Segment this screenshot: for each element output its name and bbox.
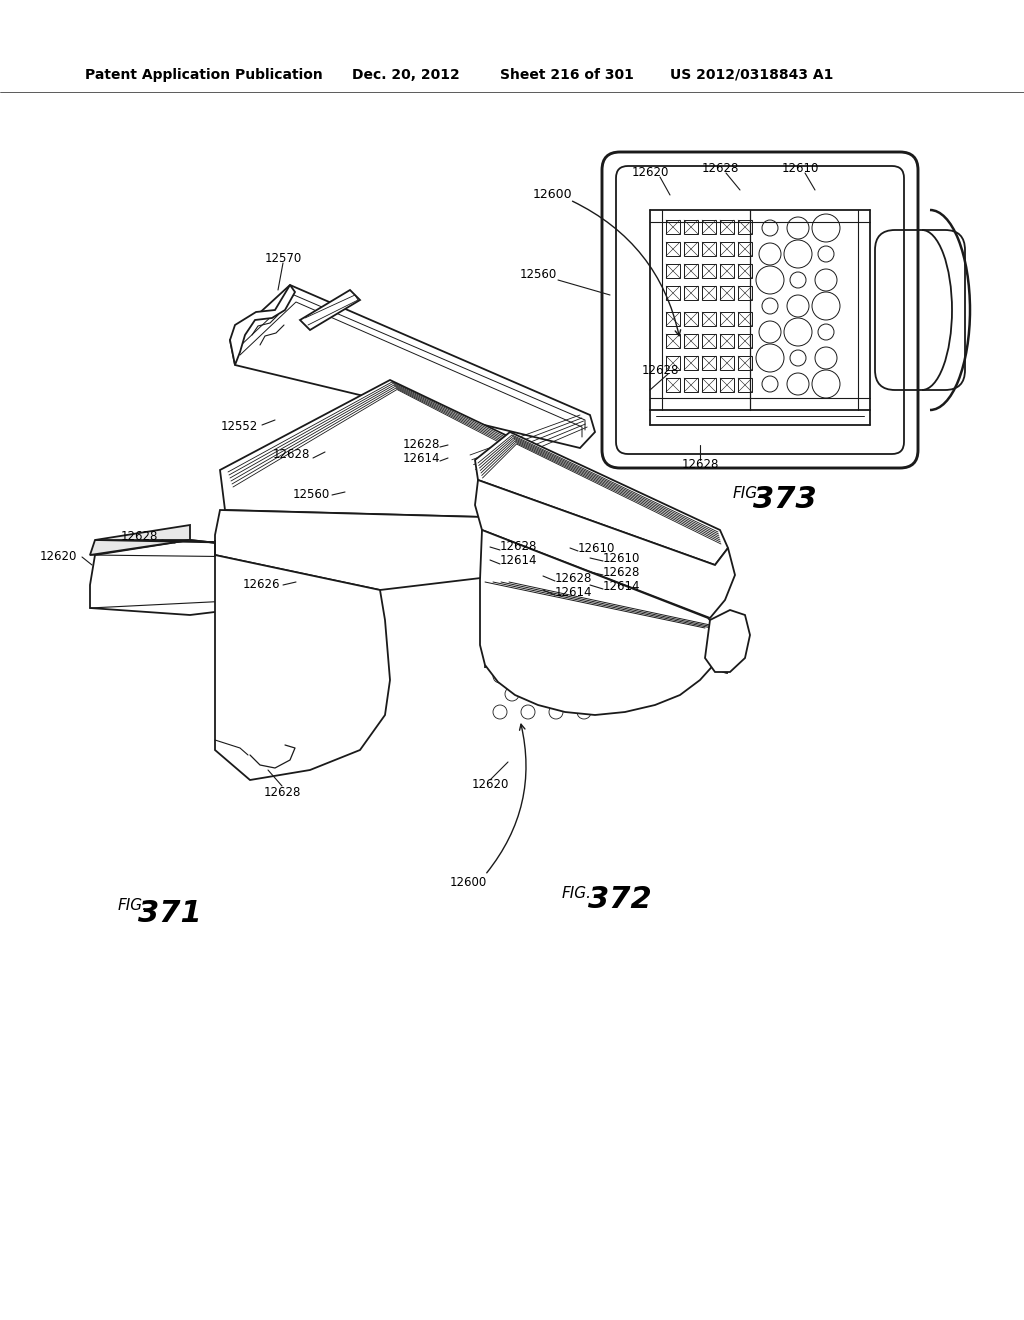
Text: Patent Application Publication: Patent Application Publication	[85, 69, 323, 82]
Bar	[702, 264, 716, 279]
Bar	[702, 312, 716, 326]
Bar	[666, 334, 680, 348]
Polygon shape	[705, 610, 750, 672]
Bar	[684, 220, 698, 234]
Polygon shape	[220, 380, 605, 520]
Text: 12610: 12610	[578, 541, 615, 554]
Bar	[720, 242, 734, 256]
Bar	[738, 356, 752, 370]
Bar	[666, 220, 680, 234]
Polygon shape	[480, 531, 720, 715]
Text: 12628: 12628	[272, 449, 310, 462]
Text: FIG.: FIG.	[562, 886, 592, 900]
Bar	[738, 334, 752, 348]
Bar	[720, 378, 734, 392]
Text: 12570: 12570	[264, 252, 302, 264]
Polygon shape	[230, 285, 595, 447]
Text: Sheet 216 of 301: Sheet 216 of 301	[500, 69, 634, 82]
Text: FIG.: FIG.	[733, 486, 763, 500]
Polygon shape	[215, 540, 390, 780]
Bar	[684, 242, 698, 256]
Bar	[738, 286, 752, 300]
Polygon shape	[475, 480, 735, 618]
Text: 12628: 12628	[402, 437, 440, 450]
Text: 12628: 12628	[641, 363, 679, 376]
Text: 12560: 12560	[519, 268, 557, 281]
Text: 12552: 12552	[221, 421, 258, 433]
Bar	[720, 334, 734, 348]
Text: 12628: 12628	[603, 565, 640, 578]
Bar	[666, 312, 680, 326]
Text: Dec. 20, 2012: Dec. 20, 2012	[352, 69, 460, 82]
Text: 373: 373	[753, 486, 817, 515]
Text: 12628: 12628	[555, 572, 592, 585]
Polygon shape	[230, 285, 295, 366]
Text: 12614: 12614	[603, 579, 640, 593]
Bar	[738, 220, 752, 234]
Bar	[666, 378, 680, 392]
Text: 12628: 12628	[681, 458, 719, 471]
Bar	[702, 334, 716, 348]
Bar	[702, 286, 716, 300]
Polygon shape	[90, 540, 355, 615]
Polygon shape	[475, 432, 728, 565]
Polygon shape	[215, 510, 600, 590]
Bar	[666, 264, 680, 279]
Polygon shape	[90, 525, 190, 554]
Text: 371: 371	[138, 899, 202, 928]
Text: 12614: 12614	[500, 554, 538, 568]
Text: 12614: 12614	[402, 451, 440, 465]
Polygon shape	[300, 290, 360, 330]
Text: 12610: 12610	[603, 552, 640, 565]
Bar	[666, 242, 680, 256]
Text: 12560: 12560	[293, 488, 330, 502]
Text: 12628: 12628	[263, 785, 301, 799]
Bar	[702, 220, 716, 234]
Bar	[720, 264, 734, 279]
Bar	[738, 312, 752, 326]
Bar	[684, 264, 698, 279]
Text: 12610: 12610	[781, 161, 818, 174]
Bar	[702, 378, 716, 392]
Text: 12626: 12626	[243, 578, 280, 591]
Polygon shape	[390, 408, 475, 470]
Polygon shape	[95, 540, 355, 558]
Bar	[684, 334, 698, 348]
Text: 372: 372	[588, 886, 652, 915]
Bar	[720, 312, 734, 326]
Bar	[702, 242, 716, 256]
Text: FIG.: FIG.	[118, 899, 148, 913]
Text: 12628: 12628	[500, 540, 538, 553]
Bar	[684, 312, 698, 326]
Text: 12600: 12600	[532, 189, 571, 202]
Text: 12620: 12620	[632, 165, 669, 178]
Bar	[666, 356, 680, 370]
Text: 12628: 12628	[121, 531, 158, 544]
Text: 12628: 12628	[701, 161, 738, 174]
Bar	[720, 220, 734, 234]
Bar	[702, 356, 716, 370]
Bar	[738, 378, 752, 392]
Bar	[738, 264, 752, 279]
Bar	[720, 286, 734, 300]
Bar	[684, 356, 698, 370]
Bar	[684, 286, 698, 300]
Bar	[684, 378, 698, 392]
Bar	[666, 286, 680, 300]
Text: 12620: 12620	[471, 779, 509, 792]
Text: 12620: 12620	[40, 550, 77, 564]
Bar	[738, 242, 752, 256]
Text: 12600: 12600	[450, 875, 486, 888]
Text: 12614: 12614	[555, 586, 593, 598]
Bar	[720, 356, 734, 370]
Text: US 2012/0318843 A1: US 2012/0318843 A1	[670, 69, 834, 82]
